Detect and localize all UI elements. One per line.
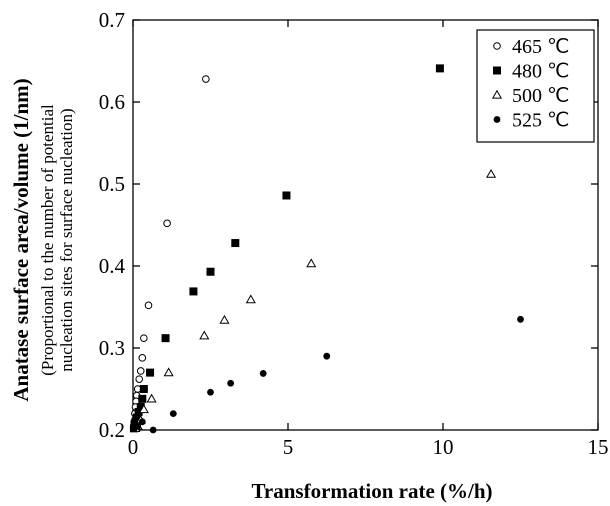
data-point bbox=[306, 258, 317, 268]
y-tick-label: 0.4 bbox=[99, 254, 126, 278]
data-point bbox=[202, 75, 210, 83]
series-4 bbox=[131, 315, 524, 434]
y-tick-label: 0.6 bbox=[99, 90, 125, 114]
data-point bbox=[146, 368, 155, 377]
data-point bbox=[140, 334, 148, 342]
data-point bbox=[149, 426, 157, 434]
legend-marker bbox=[493, 42, 501, 50]
data-point bbox=[169, 410, 177, 417]
data-point bbox=[199, 330, 210, 340]
y-axis-title: Anatase surface area/volume (1/nm) bbox=[9, 78, 33, 401]
y-tick-label: 0.5 bbox=[99, 172, 125, 196]
data-point bbox=[227, 379, 235, 387]
data-point bbox=[136, 403, 145, 412]
data-point bbox=[282, 191, 291, 200]
data-point bbox=[245, 294, 256, 304]
data-point bbox=[131, 424, 138, 432]
data-point bbox=[163, 367, 174, 377]
data-point bbox=[135, 375, 143, 383]
legend-label: 525 ℃ bbox=[512, 110, 569, 132]
legend-label: 500 ℃ bbox=[512, 85, 569, 107]
legend-label: 480 ℃ bbox=[512, 61, 569, 83]
data-point bbox=[144, 301, 153, 310]
legend-marker bbox=[493, 66, 501, 75]
data-point bbox=[485, 168, 497, 178]
data-point bbox=[138, 394, 147, 403]
data-point bbox=[136, 367, 145, 375]
data-point bbox=[219, 314, 230, 324]
data-point bbox=[138, 354, 147, 362]
data-point bbox=[259, 370, 267, 377]
data-point bbox=[138, 404, 149, 414]
x-tick-label: 10 bbox=[433, 435, 454, 459]
legend-label: 465 ℃ bbox=[512, 36, 569, 58]
data-point bbox=[206, 267, 215, 276]
data-point bbox=[517, 315, 524, 323]
data-point bbox=[139, 385, 148, 393]
legend-marker bbox=[493, 116, 501, 123]
x-axis-title: Transformation rate (%/h) bbox=[251, 479, 492, 503]
series-1 bbox=[129, 75, 210, 432]
data-point bbox=[138, 418, 146, 426]
data-point bbox=[435, 64, 444, 73]
data-point bbox=[231, 239, 240, 248]
data-point bbox=[131, 417, 140, 426]
y-axis-note-line2: nucleation sites for surface nucleation) bbox=[57, 108, 76, 371]
y-axis-note-line1: (Proportional to the number of potential bbox=[38, 104, 57, 376]
axis-ticks: 0 5 10 15 0.2 0.3 0.4 0.5 0.6 0.7 bbox=[99, 8, 609, 459]
plot-frame bbox=[132, 19, 599, 431]
data-points bbox=[129, 64, 524, 434]
data-point bbox=[132, 413, 141, 422]
y-tick-label: 0.7 bbox=[99, 8, 125, 32]
data-point bbox=[134, 407, 143, 416]
data-point bbox=[207, 388, 214, 396]
y-tick-label: 0.2 bbox=[99, 418, 125, 442]
data-point bbox=[189, 287, 198, 296]
x-tick-label: 5 bbox=[283, 435, 294, 459]
data-point bbox=[161, 334, 170, 343]
data-point bbox=[146, 393, 157, 403]
legend-marker bbox=[491, 89, 503, 99]
x-tick-label: 0 bbox=[128, 435, 139, 459]
data-point bbox=[323, 352, 331, 360]
x-tick-label: 15 bbox=[588, 435, 609, 459]
data-point bbox=[163, 219, 171, 228]
series-3 bbox=[130, 168, 497, 433]
y-tick-label: 0.3 bbox=[99, 336, 125, 360]
series-2 bbox=[129, 64, 444, 433]
